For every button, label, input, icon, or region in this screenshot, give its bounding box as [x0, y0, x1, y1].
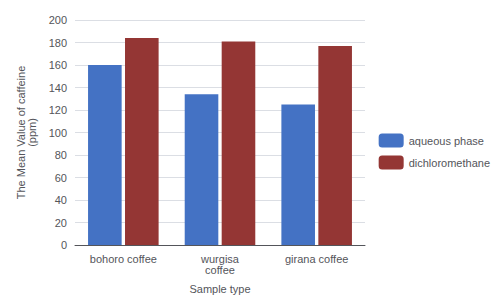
- svg-text:160: 160: [49, 59, 67, 71]
- svg-text:dichloromethane: dichloromethane: [409, 157, 490, 169]
- svg-text:girana coffee: girana coffee: [285, 253, 348, 265]
- svg-text:120: 120: [49, 104, 67, 116]
- svg-text:coffee: coffee: [205, 264, 235, 276]
- svg-text:aqueous phase: aqueous phase: [409, 135, 484, 147]
- svg-text:80: 80: [55, 149, 67, 161]
- svg-text:0: 0: [61, 239, 67, 251]
- svg-text:wurgisa: wurgisa: [201, 252, 239, 265]
- svg-text:200: 200: [49, 14, 67, 26]
- svg-text:The Mean Value of caffeine: The Mean Value of caffeine: [14, 65, 27, 200]
- svg-text:180: 180: [49, 37, 67, 49]
- svg-text:(ppm): (ppm): [26, 118, 38, 147]
- svg-text:100: 100: [49, 127, 67, 139]
- svg-text:20: 20: [55, 217, 67, 229]
- svg-text:40: 40: [55, 194, 67, 206]
- svg-text:60: 60: [55, 172, 67, 184]
- svg-text:140: 140: [49, 82, 67, 94]
- svg-text:bohoro coffee: bohoro coffee: [90, 253, 157, 265]
- svg-text:Sample type: Sample type: [189, 283, 250, 295]
